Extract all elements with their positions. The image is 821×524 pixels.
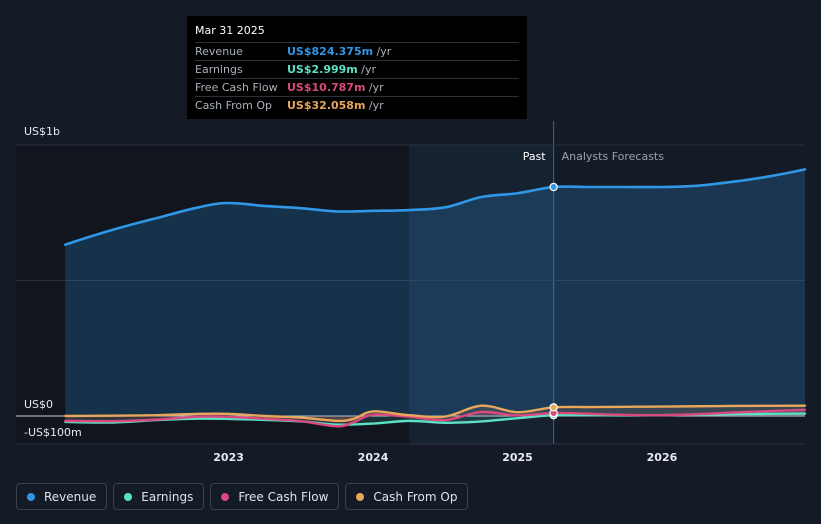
tooltip-row-earnings: Earnings US$2.999m /yr: [195, 60, 519, 78]
legend-item-revenue[interactable]: Revenue: [16, 483, 108, 510]
tooltip-row-cash-from-op: Cash From Op US$32.058m /yr: [195, 96, 519, 114]
legend-item-earnings[interactable]: Earnings: [113, 483, 205, 510]
tooltip-unit: /yr: [365, 81, 384, 94]
legend-label: Free Cash Flow: [238, 489, 329, 504]
tooltip-value: US$32.058m: [287, 99, 366, 112]
tooltip-row-revenue: Revenue US$824.375m /yr: [195, 42, 519, 60]
tooltip-value: US$824.375m: [287, 45, 374, 58]
x-tick-label: 2025: [502, 451, 533, 464]
legend-label: Earnings: [141, 489, 194, 504]
y-tick-label: US$1b: [24, 125, 60, 138]
tooltip-label: Revenue: [195, 45, 243, 58]
revenue-line: [64, 168, 807, 247]
x-tick-label: 2026: [647, 451, 678, 464]
tooltip-unit: /yr: [365, 99, 384, 112]
legend-item-cash-from-op[interactable]: Cash From Op: [345, 483, 469, 510]
legend-label: Revenue: [44, 489, 97, 504]
tooltip-label: Earnings: [195, 63, 243, 76]
tooltip-value: US$2.999m: [287, 63, 358, 76]
revenue-area: [65, 169, 805, 416]
tooltip-date: Mar 31 2025: [195, 24, 265, 37]
forecast-label: Analysts Forecasts: [562, 150, 665, 163]
y-tick-label: US$0: [24, 398, 53, 411]
cash-from-op-line: [64, 404, 807, 423]
tooltip-label: Free Cash Flow: [195, 81, 278, 94]
revenue-dot-icon: [27, 492, 35, 501]
cash-from-op-area: [65, 405, 805, 421]
tooltip-label: Cash From Op: [195, 99, 273, 112]
tooltip-value: US$10.787m: [287, 81, 366, 94]
free-cash-flow-line: [64, 408, 807, 428]
past-band: [409, 145, 554, 444]
legend-item-free-cash-flow[interactable]: Free Cash Flow: [210, 483, 340, 510]
legend-label: Cash From Op: [373, 489, 458, 504]
cash-from-op-dot-icon: [356, 492, 365, 501]
past-label: Past: [523, 150, 547, 163]
legend: Revenue Earnings Free Cash Flow Cash Fro…: [16, 483, 474, 512]
x-tick-label: 2024: [358, 451, 389, 464]
historic-band: [16, 145, 410, 444]
earnings-dot-icon: [124, 492, 133, 501]
x-tick-label: 2023: [213, 451, 244, 464]
tooltip-row-free-cash-flow: Free Cash Flow US$10.787m /yr: [195, 78, 519, 96]
cash-from-op-marker: [549, 403, 558, 412]
tooltip-unit: /yr: [373, 45, 392, 58]
free-cash-flow-dot-icon: [221, 492, 230, 501]
tooltip-unit: /yr: [357, 63, 377, 76]
tooltip: Mar 31 2025 Revenue US$824.375m /yr Earni…: [187, 16, 527, 119]
revenue-marker: [549, 182, 558, 192]
y-tick-label: -US$100m: [24, 426, 82, 439]
